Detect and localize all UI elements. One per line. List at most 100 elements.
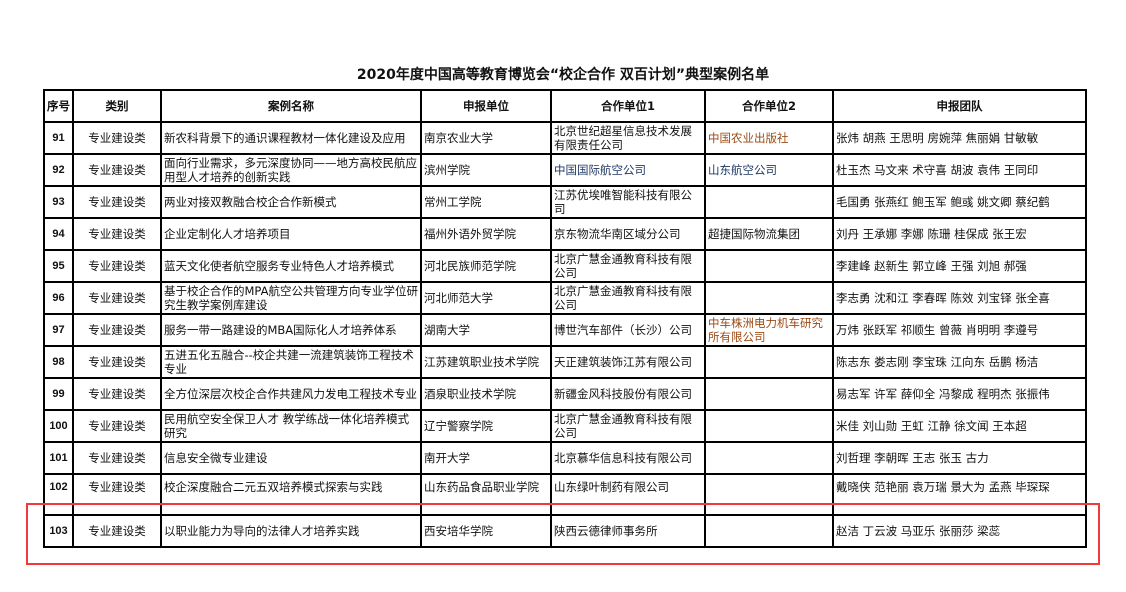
cell-partner1: 江苏优埃唯智能科技有限公司	[550, 185, 706, 219]
highlight-box	[26, 503, 1100, 565]
cell-no: 95	[43, 249, 74, 283]
table-row: 98 专业建设类 五进五化五融合--校企共建一流建筑装饰工程技术专业 江苏建筑职业技术…	[43, 345, 1087, 379]
cell-no: 91	[43, 121, 74, 155]
cell-partner1: 天正建筑装饰江苏有限公司	[550, 345, 706, 379]
cell-case-name: 五进五化五融合--校企共建一流建筑装饰工程技术专业	[160, 345, 422, 379]
cell-applicant: 山东药品食品职业学院	[420, 473, 552, 516]
header-category: 类别	[72, 89, 162, 123]
cell-case-name: 服务一带一路建设的MBA国际化人才培养体系	[160, 313, 422, 347]
cell-category: 专业建设类	[72, 377, 162, 411]
header-partner2: 合作单位2	[704, 89, 834, 123]
cell-case-name: 面向行业需求，多元深度协同——地方高校民航应用型人才培养的创新实践	[160, 153, 422, 187]
cell-applicant: 河北师范大学	[420, 281, 552, 315]
header-partner1: 合作单位1	[550, 89, 706, 123]
case-list-table: 序号 类别 案例名称 申报单位 合作单位1 合作单位2 申报团队 91 专业建设类…	[43, 89, 1087, 548]
cell-partner1: 中国国际航空公司	[550, 153, 706, 187]
cell-partner2: 山东航空公司	[704, 153, 834, 187]
cell-applicant: 福州外语外贸学院	[420, 217, 552, 251]
cell-case-name: 信息安全微专业建设	[160, 441, 422, 475]
cell-category: 专业建设类	[72, 473, 162, 516]
table-row: 97 专业建设类 服务一带一路建设的MBA国际化人才培养体系 湖南大学 博世汽车部件（长…	[43, 313, 1087, 347]
table-row: 92 专业建设类 面向行业需求，多元深度协同——地方高校民航应用型人才培养的创新实践…	[43, 153, 1087, 187]
cell-partner1: 北京世纪超星信息技术发展有限责任公司	[550, 121, 706, 155]
cell-partner2	[704, 514, 834, 548]
cell-applicant: 江苏建筑职业技术学院	[420, 345, 552, 379]
cell-no: 101	[43, 441, 74, 475]
cell-no: 102	[43, 473, 74, 516]
cell-case-name: 以职业能力为导向的法律人才培养实践	[160, 514, 422, 548]
cell-team: 赵洁 丁云波 马亚乐 张丽莎 梁蕊	[832, 514, 1087, 548]
header-case-name: 案例名称	[160, 89, 422, 123]
cell-no: 99	[43, 377, 74, 411]
cell-category: 专业建设类	[72, 185, 162, 219]
cell-partner1: 陕西云德律师事务所	[550, 514, 706, 548]
cell-applicant: 西安培华学院	[420, 514, 552, 548]
cell-partner1: 北京广慧金通教育科技有限公司	[550, 409, 706, 443]
cell-partner2	[704, 249, 834, 283]
cell-applicant: 常州工学院	[420, 185, 552, 219]
cell-team: 李志勇 沈和江 李春晖 陈效 刘宝铎 张全喜	[832, 281, 1087, 315]
cell-applicant: 酒泉职业技术学院	[420, 377, 552, 411]
cell-team: 张炜 胡燕 王思明 房婉萍 焦丽娟 甘敏敏	[832, 121, 1087, 155]
cell-case-name: 基于校企合作的MPA航空公共管理方向专业学位研究生教学案例库建设	[160, 281, 422, 315]
cell-applicant: 辽宁警察学院	[420, 409, 552, 443]
cell-partner1: 京东物流华南区域分公司	[550, 217, 706, 251]
table-row: 94 专业建设类 企业定制化人才培养项目 福州外语外贸学院 京东物流华南区域分公司 超捷国…	[43, 217, 1087, 251]
cell-team: 李建峰 赵新生 郭立峰 王强 刘旭 郝强	[832, 249, 1087, 283]
cell-no: 93	[43, 185, 74, 219]
cell-no: 94	[43, 217, 74, 251]
cell-team: 米佳 刘山勋 王虹 江静 徐文闻 王本超	[832, 409, 1087, 443]
table-row: 102 专业建设类 校企深度融合二元五双培养模式探索与实践 山东药品食品职业学院 山东绿…	[43, 473, 1087, 516]
cell-team: 戴晓侠 范艳丽 袁万瑞 景大为 孟燕 毕琛琛	[832, 473, 1087, 516]
table-row: 99 专业建设类 全方位深层次校企合作共建风力发电工程技术专业 酒泉职业技术学院 新疆金…	[43, 377, 1087, 411]
cell-team: 万炜 张跃军 祁顺生 曾薇 肖明明 李遵号	[832, 313, 1087, 347]
cell-no: 100	[43, 409, 74, 443]
cell-partner2	[704, 409, 834, 443]
cell-partner2	[704, 473, 834, 516]
cell-partner2	[704, 345, 834, 379]
cell-case-name: 企业定制化人才培养项目	[160, 217, 422, 251]
cell-applicant: 滨州学院	[420, 153, 552, 187]
cell-case-name: 校企深度融合二元五双培养模式探索与实践	[160, 473, 422, 516]
cell-category: 专业建设类	[72, 409, 162, 443]
cell-applicant: 南开大学	[420, 441, 552, 475]
cell-category: 专业建设类	[72, 281, 162, 315]
cell-team: 刘丹 王承娜 李娜 陈珊 桂保成 张王宏	[832, 217, 1087, 251]
document-title: 2020年度中国高等教育博览会“校企合作 双百计划”典型案例名单	[356, 67, 770, 83]
cell-category: 专业建设类	[72, 121, 162, 155]
table-row: 95 专业建设类 蓝天文化使者航空服务专业特色人才培养模式 河北民族师范学院 北京广慧金…	[43, 249, 1087, 283]
cell-applicant: 南京农业大学	[420, 121, 552, 155]
cell-partner2	[704, 185, 834, 219]
cell-no: 97	[43, 313, 74, 347]
cell-partner1: 北京广慧金通教育科技有限公司	[550, 281, 706, 315]
cell-partner1: 山东绿叶制药有限公司	[550, 473, 706, 516]
cell-partner1: 博世汽车部件（长沙）公司	[550, 313, 706, 347]
cell-partner2	[704, 441, 834, 475]
table-row: 103 专业建设类 以职业能力为导向的法律人才培养实践 西安培华学院 陕西云德律师事务所…	[43, 514, 1087, 548]
table-row: 96 专业建设类 基于校企合作的MPA航空公共管理方向专业学位研究生教学案例库建设河…	[43, 281, 1087, 315]
table-row: 91 专业建设类 新农科背景下的通识课程教材一体化建设及应用 南京农业大学 北京世纪超星…	[43, 121, 1087, 155]
cell-partner1: 北京广慧金通教育科技有限公司	[550, 249, 706, 283]
cell-case-name: 两业对接双教融合校企合作新模式	[160, 185, 422, 219]
cell-case-name: 民用航空安全保卫人才 教学练战一体化培养模式研究	[160, 409, 422, 443]
cell-partner2	[704, 281, 834, 315]
cell-category: 专业建设类	[72, 153, 162, 187]
cell-case-name: 蓝天文化使者航空服务专业特色人才培养模式	[160, 249, 422, 283]
cell-category: 专业建设类	[72, 217, 162, 251]
header-team: 申报团队	[832, 89, 1087, 123]
cell-team: 杜玉杰 马文来 术守喜 胡波 袁伟 王同印	[832, 153, 1087, 187]
cell-category: 专业建设类	[72, 441, 162, 475]
table-row: 100 专业建设类 民用航空安全保卫人才 教学练战一体化培养模式研究 辽宁警察学院 北京…	[43, 409, 1087, 443]
cell-no: 98	[43, 345, 74, 379]
cell-partner1: 北京慕华信息科技有限公司	[550, 441, 706, 475]
cell-no: 92	[43, 153, 74, 187]
header-applicant: 申报单位	[420, 89, 552, 123]
cell-partner1: 新疆金风科技股份有限公司	[550, 377, 706, 411]
cell-team: 刘哲理 李朝晖 王志 张玉 古力	[832, 441, 1087, 475]
cell-partner2: 中国农业出版社	[704, 121, 834, 155]
table-row: 101 专业建设类 信息安全微专业建设 南开大学 北京慕华信息科技有限公司 刘哲理 李朝晖…	[43, 441, 1087, 475]
cell-no: 103	[43, 514, 74, 548]
cell-category: 专业建设类	[72, 345, 162, 379]
cell-applicant: 湖南大学	[420, 313, 552, 347]
cell-team: 易志军 许军 薛仰全 冯黎成 程明杰 张振伟	[832, 377, 1087, 411]
